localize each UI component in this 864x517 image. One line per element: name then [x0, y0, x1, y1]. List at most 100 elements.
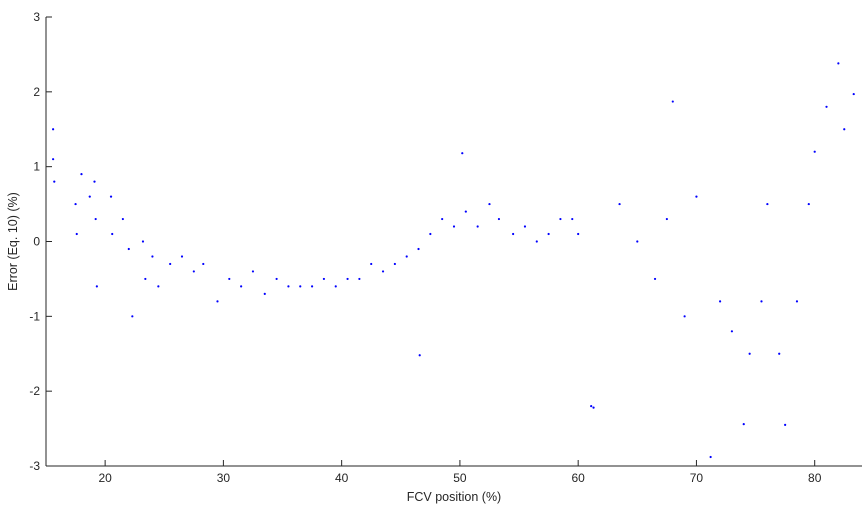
data-point [251, 270, 255, 273]
data-point [151, 255, 154, 258]
data-point [512, 232, 515, 236]
data-point [452, 225, 456, 228]
y-tick-label: 1 [33, 160, 40, 174]
data-point [742, 422, 745, 426]
data-point [476, 225, 479, 228]
data-point [795, 300, 799, 303]
data-point [571, 217, 574, 221]
data-point [121, 217, 124, 221]
data-point [653, 277, 657, 281]
data-point [695, 195, 698, 198]
data-point [52, 158, 55, 161]
data-point [111, 232, 114, 236]
data-point [370, 262, 373, 266]
data-point [590, 405, 593, 408]
data-point [730, 330, 734, 333]
data-point [523, 225, 527, 228]
data-point [157, 285, 160, 288]
data-point [837, 62, 840, 65]
data-point [95, 285, 98, 288]
data-point [94, 217, 97, 221]
data-point [310, 285, 314, 288]
data-point [825, 105, 828, 108]
data-point [381, 270, 385, 273]
data-point [80, 173, 83, 176]
y-axis-ticks: -3 -2 -1 0 1 2 3 [29, 10, 52, 473]
data-point [807, 202, 810, 206]
y-tick-label: 0 [33, 235, 40, 249]
y-tick-label: -2 [29, 384, 40, 398]
data-point [559, 217, 562, 221]
data-point [53, 180, 56, 183]
data-point [748, 352, 751, 355]
data-point [93, 180, 96, 183]
data-point [497, 217, 501, 221]
data-point [618, 202, 621, 206]
data-point [144, 277, 147, 281]
data-point [52, 128, 55, 131]
data-point [169, 262, 172, 266]
x-tick-label: 60 [571, 471, 585, 485]
data-point [464, 210, 467, 213]
data-point [709, 455, 712, 459]
data-point [75, 232, 78, 236]
data-point [636, 240, 639, 243]
data-point [393, 262, 396, 266]
data-point [784, 423, 787, 426]
data-point [88, 195, 91, 198]
data-point [228, 277, 231, 281]
data-point [263, 292, 266, 295]
data-point [74, 202, 77, 206]
data-point [441, 217, 444, 221]
data-point [405, 255, 408, 258]
data-point [202, 262, 205, 266]
data-point [665, 217, 668, 221]
data-point [778, 352, 781, 355]
data-point [275, 277, 278, 281]
y-tick-label: -3 [29, 459, 40, 473]
data-point [322, 277, 326, 281]
y-tick-label: -1 [29, 309, 40, 323]
data-point [299, 285, 302, 288]
data-point [346, 277, 349, 281]
data-point [216, 300, 219, 303]
data-point [109, 195, 113, 198]
data-point [488, 202, 491, 206]
data-point [718, 300, 722, 303]
data-point [760, 300, 763, 303]
data-point [429, 232, 432, 236]
data-point [852, 92, 855, 96]
data-point [240, 285, 243, 288]
data-point [683, 315, 686, 318]
data-point [131, 315, 134, 318]
y-tick-label: 3 [33, 10, 40, 24]
data-point [547, 232, 550, 236]
data-point [180, 255, 184, 258]
y-tick-label: 2 [33, 85, 40, 99]
data-point [287, 285, 290, 288]
data-point [127, 247, 130, 251]
data-point [671, 100, 674, 103]
data-points [52, 62, 855, 459]
x-tick-label: 50 [453, 471, 467, 485]
data-point [813, 150, 816, 153]
data-point [141, 240, 145, 243]
x-axis-title: FCV position (%) [407, 490, 501, 504]
data-point [461, 152, 464, 155]
y-axis-title: Error (Eq. 10) (%) [6, 192, 20, 291]
data-point [358, 277, 361, 281]
x-tick-label: 40 [335, 471, 349, 485]
data-point [417, 247, 420, 251]
data-point [418, 354, 421, 357]
data-point [334, 285, 337, 288]
axes [45, 17, 862, 467]
data-point [766, 202, 769, 206]
data-point [592, 406, 595, 409]
x-tick-label: 20 [98, 471, 112, 485]
data-point [843, 128, 846, 131]
data-point [535, 240, 538, 243]
x-tick-label: 70 [690, 471, 704, 485]
data-point [577, 232, 580, 236]
